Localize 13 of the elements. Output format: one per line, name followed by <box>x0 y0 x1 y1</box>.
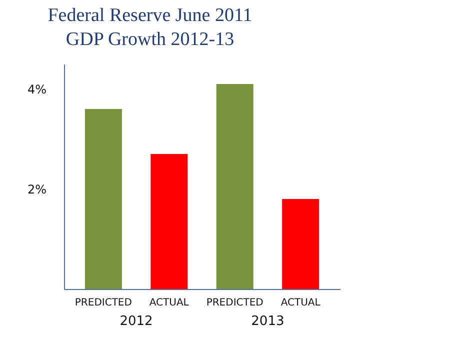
text: 2013 <box>250 314 286 329</box>
bar <box>282 199 320 289</box>
y-tick-label: 2% <box>27 182 46 196</box>
text: 2012 <box>118 314 154 329</box>
x-tick-label: PREDICTED <box>206 298 264 308</box>
chart-title: Federal Reserve June 2011 GDP Growth 2012-13 <box>46 4 254 52</box>
x-tick-label: ACTUAL <box>280 298 321 308</box>
bar <box>150 154 188 289</box>
bar <box>84 109 122 289</box>
x-tick-label: ACTUAL <box>149 298 190 308</box>
y-tick-label: 4% <box>27 82 46 96</box>
x-tick-label: PREDICTED <box>74 298 132 308</box>
bar <box>216 84 254 289</box>
